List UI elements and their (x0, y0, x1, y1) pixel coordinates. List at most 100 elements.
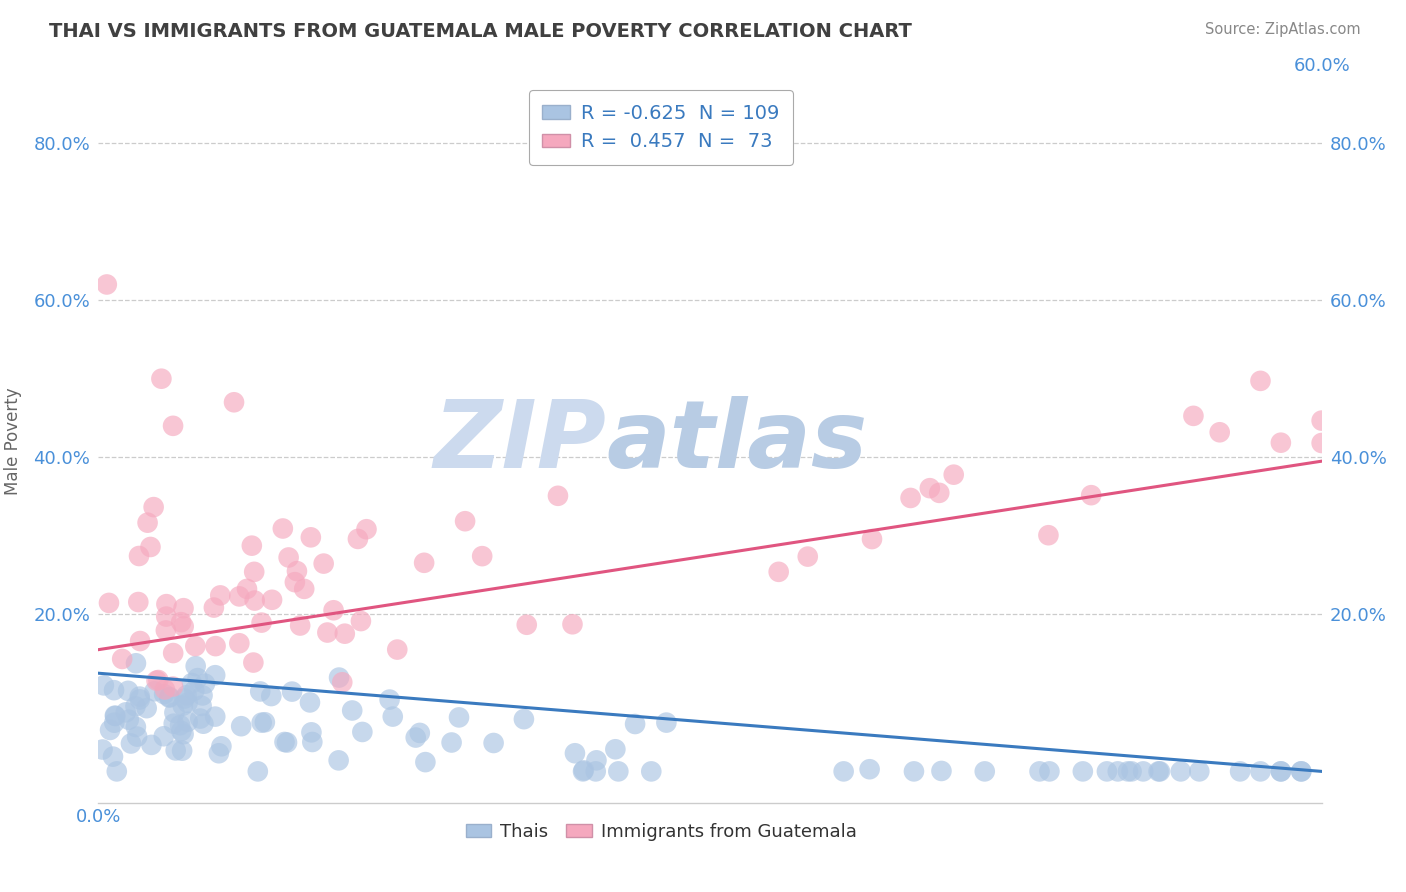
Point (273, 735, 295, 749)
Point (513, 712, 536, 726)
Point (172, 698, 194, 713)
Point (142, 500, 165, 515)
Point (104, 709, 127, 723)
Point (187, 671, 209, 685)
Point (276, 735, 298, 749)
Point (561, 617, 583, 632)
Point (1310, 414, 1333, 428)
Point (141, 738, 163, 752)
Point (169, 718, 191, 732)
Point (96, 277, 118, 292)
Point (93, 678, 115, 692)
Point (159, 690, 181, 704)
Point (176, 696, 198, 710)
Point (482, 736, 505, 750)
Point (170, 615, 193, 629)
Point (1149, 764, 1171, 779)
Point (1170, 764, 1192, 779)
Point (253, 715, 276, 730)
Point (1249, 764, 1271, 779)
Point (1249, 374, 1271, 388)
Point (103, 715, 125, 730)
Point (973, 764, 995, 779)
Point (114, 706, 136, 720)
Point (356, 522, 378, 536)
Point (440, 735, 463, 749)
Point (1182, 409, 1205, 423)
Point (328, 671, 350, 685)
Point (471, 549, 494, 563)
Text: Source: ZipAtlas.com: Source: ZipAtlas.com (1205, 22, 1361, 37)
Point (1038, 764, 1060, 779)
Point (236, 582, 259, 596)
Point (208, 746, 231, 760)
Point (447, 710, 470, 724)
Point (1080, 488, 1102, 502)
Point (322, 603, 344, 617)
Point (103, 683, 125, 698)
Point (228, 636, 250, 650)
Text: ZIP: ZIP (433, 395, 606, 488)
Point (1310, 436, 1333, 450)
Point (768, 565, 790, 579)
Point (1188, 764, 1211, 779)
Point (139, 540, 162, 554)
Point (271, 521, 294, 535)
Point (378, 692, 401, 706)
Point (796, 549, 818, 564)
Point (105, 764, 128, 779)
Point (250, 715, 273, 730)
Point (832, 764, 855, 779)
Point (860, 532, 883, 546)
Point (173, 601, 195, 615)
Point (607, 764, 630, 779)
Point (153, 687, 176, 701)
Point (120, 737, 142, 751)
Point (163, 716, 186, 731)
Point (585, 764, 607, 779)
Point (298, 695, 321, 709)
Point (136, 516, 159, 530)
Point (91, 742, 114, 756)
Point (903, 764, 925, 779)
Point (127, 730, 149, 744)
Point (1291, 764, 1313, 779)
Point (204, 709, 226, 723)
Point (246, 764, 269, 779)
Point (118, 713, 141, 727)
Point (1132, 764, 1154, 779)
Point (188, 712, 211, 726)
Point (125, 720, 148, 734)
Point (316, 625, 339, 640)
Point (1107, 764, 1129, 779)
Point (155, 597, 177, 611)
Point (350, 614, 373, 628)
Point (127, 595, 149, 609)
Point (299, 530, 322, 544)
Point (153, 682, 176, 697)
Point (145, 673, 167, 688)
Point (231, 719, 253, 733)
Point (1291, 764, 1313, 779)
Point (101, 749, 124, 764)
Point (655, 715, 678, 730)
Point (1121, 764, 1143, 779)
Point (928, 486, 950, 500)
Point (204, 668, 226, 682)
Point (1270, 435, 1292, 450)
Point (165, 743, 187, 757)
Point (572, 764, 595, 778)
Point (1209, 425, 1232, 440)
Point (342, 704, 364, 718)
Point (111, 652, 134, 666)
Point (176, 714, 198, 729)
Point (240, 539, 263, 553)
Point (204, 639, 226, 653)
Point (128, 549, 150, 563)
Point (347, 532, 370, 546)
Point (173, 619, 195, 633)
Point (222, 395, 245, 409)
Point (281, 684, 304, 698)
Point (184, 639, 207, 653)
Point (572, 764, 595, 779)
